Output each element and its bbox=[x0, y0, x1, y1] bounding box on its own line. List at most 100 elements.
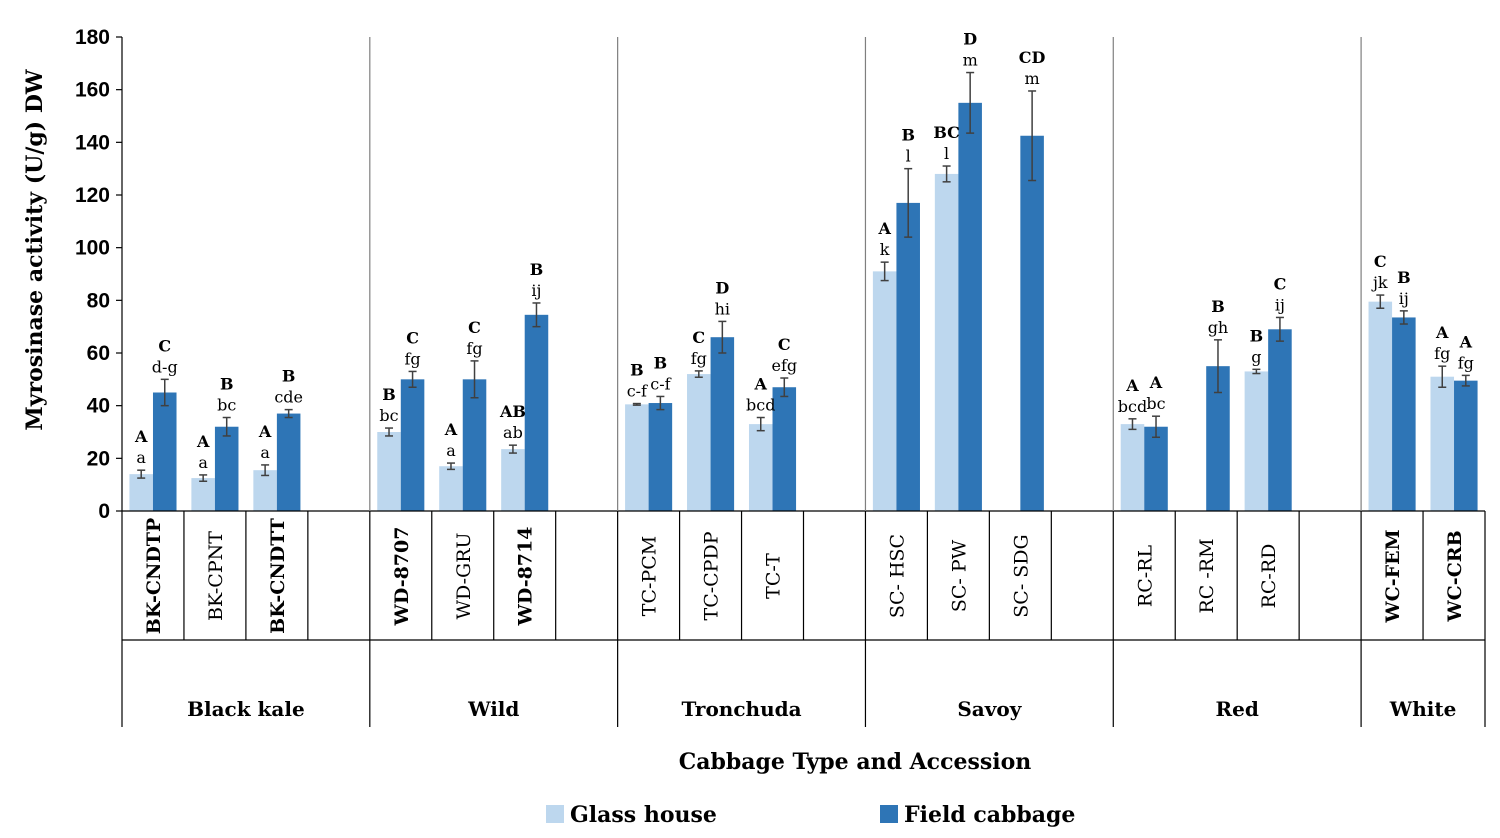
accession-label-sc-hsc: SC- HSC bbox=[886, 534, 908, 618]
bar-glass-tc-pcm bbox=[625, 404, 649, 511]
sig-letter-upper: A bbox=[134, 427, 148, 446]
bar-field-sc-hsc bbox=[896, 202, 920, 511]
group-label-wild: Wild bbox=[467, 697, 519, 721]
sig-letter-lower: g bbox=[1251, 347, 1261, 366]
sig-letter-lower: d-g bbox=[152, 357, 178, 376]
y-axis-label: Myrosinase activity (U/g) DW bbox=[22, 69, 48, 431]
sig-letter-lower: c-f bbox=[627, 382, 648, 401]
sig-letter-lower: hi bbox=[715, 299, 730, 318]
bar-field-sc-pw bbox=[958, 102, 982, 511]
sig-letter-upper: C bbox=[1374, 252, 1387, 271]
sig-letter-lower: efg bbox=[771, 356, 797, 375]
bar-glass-bk-cndtp bbox=[129, 474, 153, 511]
accession-label-wc-crb: WC-CRB bbox=[1444, 530, 1466, 622]
sig-letter-lower: m bbox=[963, 51, 978, 70]
legend-label-field-cabbage: Field cabbage bbox=[904, 802, 1075, 828]
sig-letter-upper: B bbox=[901, 126, 915, 145]
sig-letter-lower: fg bbox=[1434, 344, 1450, 363]
bar-field-sc-sdg bbox=[1020, 135, 1044, 511]
sig-letter-lower: cde bbox=[274, 388, 303, 407]
bar-glass-wd-gru bbox=[439, 466, 463, 511]
bar-field-rc-rd bbox=[1268, 329, 1292, 511]
sig-letter-upper: D bbox=[715, 278, 729, 297]
sig-letter-lower: ij bbox=[531, 281, 541, 300]
group-label-savoy: Savoy bbox=[957, 697, 1022, 721]
sig-letter-upper: A bbox=[877, 219, 891, 238]
group-label-tronchuda: Tronchuda bbox=[682, 697, 802, 721]
sig-letter-lower: fg bbox=[691, 349, 707, 368]
bar-field-wd-8707 bbox=[400, 379, 425, 511]
bar-field-tc-pcm bbox=[648, 403, 673, 511]
sig-letter-lower: l bbox=[906, 147, 911, 166]
bar-glass-rc-rd bbox=[1244, 371, 1269, 511]
sig-letter-upper: A bbox=[1435, 323, 1449, 342]
accession-label-rc-rl: RC-RL bbox=[1134, 545, 1156, 608]
accession-label-tc-pcm: TC-PCM bbox=[639, 536, 661, 616]
sig-letter-upper: B bbox=[1397, 268, 1411, 287]
accession-label-wc-fem: WC-FEM bbox=[1382, 529, 1404, 623]
legend-swatch-field-cabbage bbox=[880, 805, 898, 823]
y-tick-label: 140 bbox=[75, 131, 110, 154]
sig-letter-upper: A bbox=[444, 420, 458, 439]
sig-letter-lower: ij bbox=[1275, 295, 1285, 314]
sig-letter-upper: C bbox=[468, 318, 481, 337]
bar-glass-wc-fem bbox=[1368, 301, 1393, 511]
sig-letter-lower: fg bbox=[404, 349, 420, 368]
bar-glass-sc-pw bbox=[934, 173, 959, 511]
sig-letter-upper: A bbox=[1459, 332, 1473, 351]
y-tick-label: 0 bbox=[98, 500, 110, 523]
sig-letter-lower: l bbox=[944, 144, 949, 163]
bar-field-tc-cpdp bbox=[710, 337, 735, 511]
bar-glass-wd-8714 bbox=[501, 449, 525, 511]
sig-letter-lower: jk bbox=[1371, 273, 1388, 292]
accession-label-sc-pw: SC- PW bbox=[948, 539, 970, 612]
bar-glass-bk-cndtt bbox=[253, 470, 277, 511]
accession-label-tc-t: TC-T bbox=[763, 553, 785, 599]
accession-label-rc-rd: RC-RD bbox=[1258, 544, 1280, 609]
y-tick-label: 120 bbox=[75, 184, 110, 207]
sig-letter-lower: bc bbox=[1146, 394, 1165, 413]
sig-letter-lower: a bbox=[446, 441, 456, 460]
sig-letter-lower: gh bbox=[1208, 318, 1229, 337]
accession-label-rc-rm: RC -RM bbox=[1196, 538, 1218, 613]
bar-field-bk-cndtp bbox=[152, 392, 177, 511]
bar-glass-bk-cpnt bbox=[191, 478, 215, 511]
y-tick-label: 20 bbox=[87, 447, 110, 470]
sig-letter-lower: bc bbox=[217, 396, 236, 415]
bar-field-bk-cpnt bbox=[214, 426, 239, 511]
legend-swatch-glass-house bbox=[546, 805, 564, 823]
accession-label-tc-cpdp: TC-CPDP bbox=[701, 531, 723, 620]
y-tick-label: 40 bbox=[87, 395, 110, 418]
sig-letter-lower: fg bbox=[466, 339, 482, 358]
sig-letter-upper: C bbox=[692, 328, 705, 347]
group-label-white: White bbox=[1389, 697, 1457, 721]
bar-glass-tc-t bbox=[748, 424, 773, 511]
sig-letter-lower: ij bbox=[1399, 289, 1409, 308]
bar-field-bk-cndtt bbox=[276, 413, 301, 511]
sig-letter-upper: C bbox=[1274, 274, 1287, 293]
bar-field-wc-fem bbox=[1392, 317, 1416, 511]
y-tick-label: 100 bbox=[75, 237, 110, 260]
bar-glass-wd-8707 bbox=[377, 432, 401, 511]
bar-glass-sc-hsc bbox=[872, 271, 897, 511]
legend-label-glass-house: Glass house bbox=[570, 802, 717, 828]
sig-letter-upper: A bbox=[196, 432, 210, 451]
sig-letter-upper: A bbox=[1125, 376, 1139, 395]
bar-glass-rc-rl bbox=[1120, 424, 1145, 511]
sig-letter-upper: A bbox=[258, 422, 272, 441]
sig-letter-upper: B bbox=[654, 353, 668, 372]
sig-letter-lower: bcd bbox=[746, 396, 775, 415]
sig-letter-lower: bc bbox=[379, 406, 398, 425]
accession-label-wd-8707: WD-8707 bbox=[391, 527, 413, 627]
sig-letter-lower: bcd bbox=[1118, 397, 1147, 416]
bar-field-wd-gru bbox=[462, 379, 487, 511]
sig-letter-upper: B bbox=[630, 361, 644, 380]
accession-label-sc-sdg: SC- SDG bbox=[1010, 534, 1032, 617]
sig-letter-lower: fg bbox=[1458, 353, 1474, 372]
bar-field-wd-8714 bbox=[524, 314, 549, 511]
accession-label-bk-cpnt: BK-CPNT bbox=[205, 531, 227, 621]
sig-letter-upper: A bbox=[1149, 373, 1163, 392]
x-axis-label: Cabbage Type and Accession bbox=[679, 749, 1032, 775]
accession-label-wd-gru: WD-GRU bbox=[453, 532, 475, 619]
